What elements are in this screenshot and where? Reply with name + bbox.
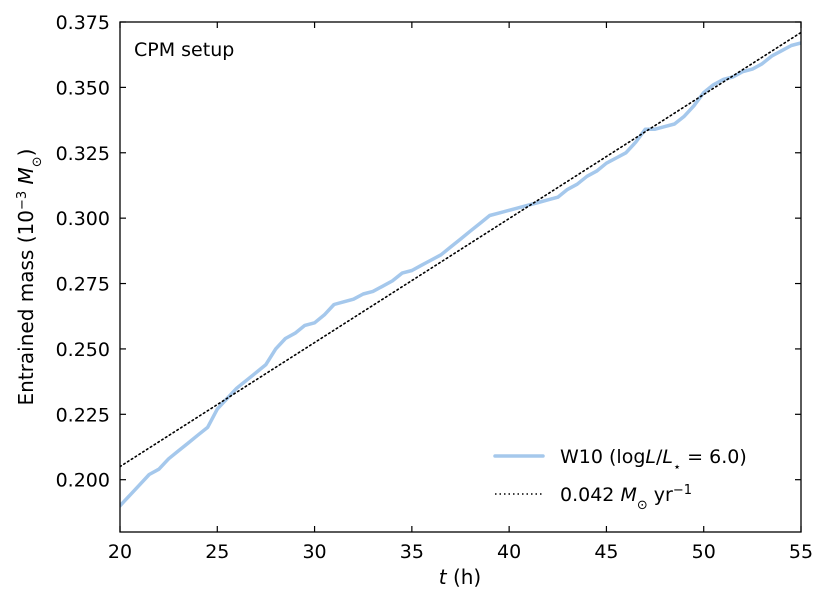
series-line-rate-fit <box>120 31 801 468</box>
y-tick-label: 0.375 <box>56 12 110 34</box>
y-tick-label: 0.350 <box>56 77 110 99</box>
y-tick-label: 0.250 <box>56 339 110 361</box>
x-tick-label: 25 <box>205 541 229 563</box>
legend-label-rate: 0.042 M⊙ yr−1 <box>560 483 692 513</box>
y-tick-label: 0.300 <box>56 208 110 230</box>
y-tick-label: 0.200 <box>56 470 110 492</box>
plot-frame <box>119 21 802 533</box>
y-tick-label: 0.325 <box>56 143 110 165</box>
x-tick-label: 40 <box>497 541 521 563</box>
x-axis-label: t (h) <box>439 565 481 589</box>
legend-label-w10: W10 (logL/L⋆ = 6.0) <box>560 446 747 475</box>
ticks-layer: 20 25 30 35 40 45 50 55 0.200 0.225 0.250 0.275 0.30… <box>56 12 814 563</box>
x-tick-label: 20 <box>108 541 132 563</box>
series-layer <box>120 31 801 508</box>
y-tick-label: 0.225 <box>56 404 110 426</box>
x-tick-label: 50 <box>692 541 716 563</box>
chart-annotation: CPM setup <box>134 39 234 61</box>
x-tick-label: 30 <box>302 541 326 563</box>
y-axis-label: Entrained mass (10−3 M⊙) <box>14 149 45 406</box>
x-tick-label: 55 <box>789 541 813 563</box>
x-tick-label: 45 <box>594 541 618 563</box>
legend: W10 (logL/L⋆ = 6.0) 0.042 M⊙ yr−1 <box>493 446 747 513</box>
series-line-w10 <box>120 41 801 508</box>
y-tick-label: 0.275 <box>56 274 110 296</box>
x-tick-label: 35 <box>400 541 424 563</box>
